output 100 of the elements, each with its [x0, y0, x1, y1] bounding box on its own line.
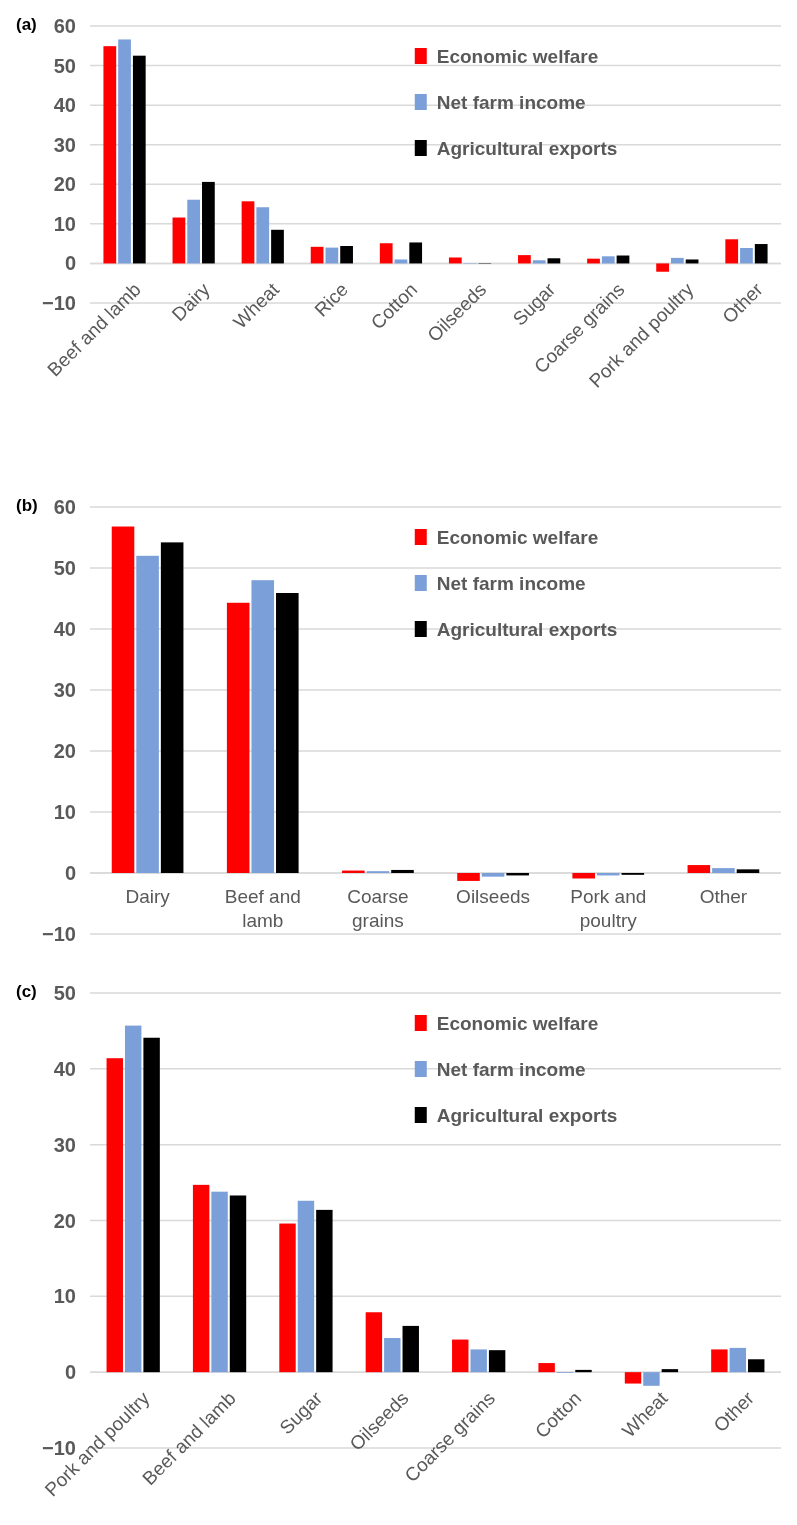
bar [729, 1347, 747, 1373]
bar [725, 239, 739, 264]
bar [518, 255, 531, 264]
bar [643, 1372, 660, 1386]
bar [187, 199, 201, 264]
bar [271, 229, 284, 264]
bar [310, 246, 324, 264]
bar [452, 1339, 469, 1373]
legend-label: Agricultural exports [436, 618, 618, 640]
legend-label: Economic welfare [436, 45, 599, 67]
bar [297, 1200, 315, 1373]
y-tick-label: 40 [53, 618, 76, 640]
y-tick-label: 30 [53, 133, 76, 156]
legend-label: Agricultural exports [436, 1104, 618, 1126]
y-tick-label: 0 [64, 862, 76, 884]
y-tick-label: 40 [53, 1057, 76, 1080]
y-tick-label: 20 [53, 1209, 76, 1232]
bar [124, 1025, 142, 1373]
bar [740, 248, 753, 264]
chart-title: (b) [16, 496, 38, 515]
y-tick-label: 10 [53, 801, 76, 823]
y-tick-label: 60 [53, 15, 76, 37]
y-tick-label: 40 [53, 94, 76, 117]
bar [103, 46, 117, 264]
legend-label: Net farm income [436, 1058, 586, 1080]
bar [143, 1037, 160, 1373]
bar [111, 526, 135, 873]
bar [279, 1223, 296, 1373]
bar [481, 873, 505, 877]
bar [325, 247, 339, 264]
bar [687, 865, 711, 873]
y-tick-label: 0 [64, 252, 76, 275]
bar [572, 873, 595, 879]
y-tick-label: 10 [53, 212, 76, 235]
bar [160, 542, 184, 873]
bar [470, 1349, 487, 1373]
bar [172, 217, 186, 264]
bar [670, 257, 684, 264]
x-tick-label: Rice [310, 278, 353, 321]
bar [192, 1184, 210, 1373]
bar [316, 1209, 333, 1373]
y-tick-label: 50 [53, 557, 76, 579]
bar [379, 243, 393, 264]
bar [402, 1325, 419, 1373]
y-tick-label: 20 [53, 173, 76, 196]
bar [202, 181, 215, 264]
y-tick-label: 50 [53, 54, 76, 77]
bar [241, 201, 255, 264]
y-tick-label: 50 [53, 982, 76, 1004]
bar [448, 257, 462, 264]
bar [211, 1191, 228, 1373]
bar [661, 1369, 679, 1373]
bar [276, 593, 299, 873]
bar [340, 246, 353, 264]
bar [538, 1363, 555, 1373]
x-tick-label: Beef and lamb [224, 886, 301, 931]
bar [624, 1372, 642, 1384]
x-tick-label: Pork and poultry [570, 886, 647, 931]
bar [136, 555, 159, 873]
y-tick-label: 30 [53, 679, 76, 701]
x-tick-label: Oilseeds [456, 886, 531, 907]
bar [656, 263, 669, 272]
bar [457, 873, 480, 881]
x-tick-label: Other [699, 886, 748, 907]
y-tick-label: 30 [53, 1133, 76, 1156]
bar [251, 580, 275, 873]
bar [547, 258, 561, 264]
bar [532, 260, 546, 264]
bar [226, 602, 250, 873]
y-tick-label: 10 [53, 1285, 76, 1308]
bar [711, 1349, 728, 1373]
bar [384, 1338, 401, 1373]
legend-label: Agricultural exports [436, 137, 618, 159]
chart-title: (c) [16, 982, 37, 1001]
bar [409, 242, 423, 264]
bar [391, 869, 414, 873]
bar [712, 868, 735, 873]
bar [685, 259, 699, 264]
bar [394, 259, 408, 264]
bar [118, 39, 131, 264]
x-tick-label: Dairy [125, 886, 171, 907]
bar [365, 1312, 383, 1373]
x-tick-label: Coarse grains [347, 886, 409, 931]
bar [132, 55, 146, 264]
bar [229, 1195, 247, 1373]
y-tick-label: −10 [42, 1437, 76, 1459]
legend-label: Net farm income [436, 572, 586, 594]
bar [736, 869, 760, 873]
bar [488, 1350, 506, 1373]
bar [106, 1058, 123, 1373]
y-tick-label: −10 [42, 292, 76, 314]
bar [748, 1359, 765, 1373]
y-tick-label: 60 [53, 496, 76, 518]
y-tick-label: 0 [64, 1361, 76, 1384]
bar [256, 207, 270, 264]
legend-label: Net farm income [436, 91, 586, 113]
legend-label: Economic welfare [436, 526, 599, 548]
bar [754, 244, 768, 264]
y-tick-label: −10 [42, 923, 76, 945]
legend-label: Economic welfare [436, 1012, 599, 1034]
